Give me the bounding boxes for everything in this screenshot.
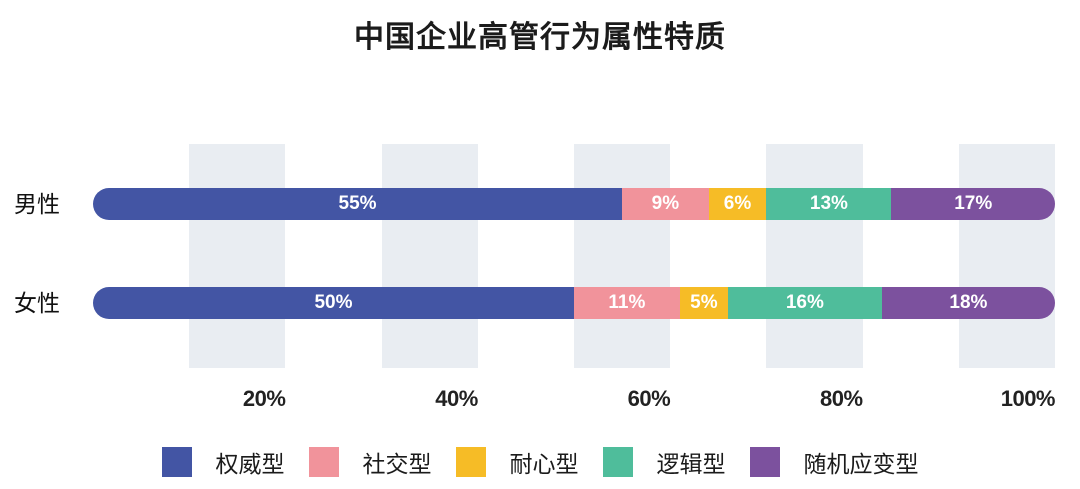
legend-label: 权威型	[215, 451, 285, 477]
legend: 权威型 社交型 耐心型 逻辑型 随机应变型	[0, 445, 1080, 479]
bar-segment-value: 6%	[723, 193, 752, 214]
bar-row: 55% 9% 6% 13% 17%	[93, 188, 1055, 220]
bar-segment: 18%	[881, 287, 1055, 319]
bar-segment: 55%	[93, 188, 623, 220]
bar-segment-value: 17%	[954, 193, 993, 214]
bar-row: 50% 11% 5% 16% 18%	[93, 287, 1055, 319]
legend-item: 社交型	[308, 445, 432, 479]
chart-title: 中国企业高管行为属性特质	[354, 21, 726, 54]
bar-segment-value: 16%	[785, 292, 824, 313]
legend-label: 随机应变型	[803, 451, 919, 477]
bar-segment-value: 50%	[314, 292, 353, 313]
background-stripe	[381, 144, 478, 368]
bar-segment: 11%	[574, 287, 680, 319]
category-label: 女性	[14, 290, 60, 316]
legend-item: 随机应变型	[749, 445, 919, 479]
background-stripe	[189, 144, 286, 368]
legend-item: 权威型	[161, 445, 285, 479]
x-tick-label: 20%	[242, 386, 286, 411]
bar-segment: 50%	[93, 287, 574, 319]
x-tick-label: 80%	[820, 386, 863, 411]
bar-segment-value: 5%	[690, 292, 718, 313]
x-tick-label: 100%	[1000, 386, 1056, 411]
bar-segment-value: 55%	[338, 193, 377, 214]
legend-item: 耐心型	[455, 445, 579, 479]
bar-segment: 16%	[727, 287, 882, 319]
legend-label: 耐心型	[509, 451, 579, 477]
legend-label: 社交型	[362, 451, 432, 477]
background-stripe	[574, 144, 671, 368]
bar-segment: 6%	[708, 188, 767, 220]
legend-swatch	[308, 447, 339, 477]
bar-segment-value: 13%	[809, 193, 848, 214]
legend-swatch	[455, 447, 486, 477]
background-stripe	[958, 144, 1055, 368]
legend-swatch	[749, 447, 780, 477]
background-stripe	[766, 144, 863, 368]
bar-segment: 17%	[891, 188, 1055, 220]
x-tick-label: 40%	[435, 386, 478, 411]
legend-label: 逻辑型	[656, 451, 726, 477]
x-axis-ticks: 20% 40% 60% 80% 100%	[93, 386, 1056, 414]
bar-segment-value: 9%	[651, 193, 680, 214]
category-label: 男性	[14, 191, 60, 217]
legend-swatch	[602, 447, 633, 477]
plot-area: 55% 9% 6% 13% 17% 50% 11% 5% 16% 18%	[93, 144, 1055, 368]
bar-segment-value: 18%	[949, 292, 988, 313]
bar-segment-value: 11%	[608, 292, 646, 313]
bar-segment: 9%	[622, 188, 709, 220]
bar-segment: 5%	[679, 287, 728, 319]
legend-item: 逻辑型	[602, 445, 726, 479]
legend-swatch	[161, 447, 192, 477]
x-tick-label: 60%	[627, 386, 671, 411]
bar-segment: 13%	[766, 188, 892, 220]
